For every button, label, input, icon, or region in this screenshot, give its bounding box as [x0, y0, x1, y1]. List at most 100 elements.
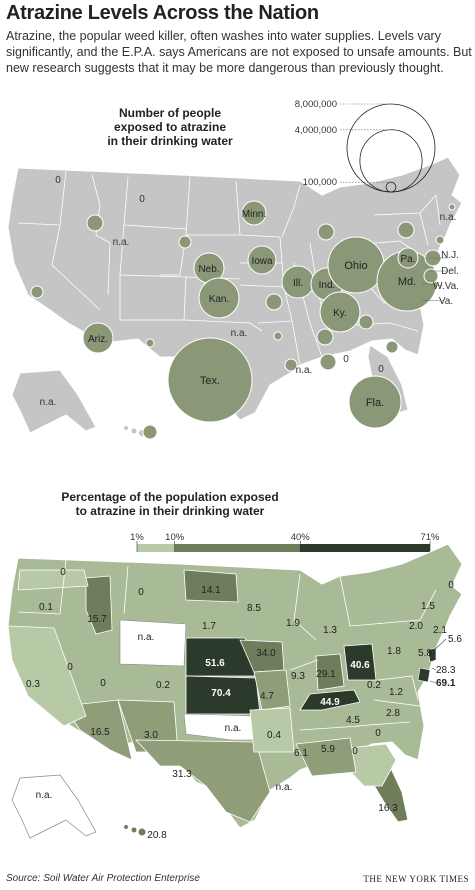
- percent-label: 20.8: [147, 830, 167, 841]
- percent-label: n.a.: [225, 723, 242, 734]
- bubble-label: Md.: [398, 276, 416, 288]
- percent-label: 0: [100, 678, 106, 689]
- percent-label: 2.0: [409, 621, 423, 632]
- state-label: Va.: [439, 296, 453, 307]
- bubble-tex: [167, 337, 253, 423]
- map1-title-line: exposed to atrazine: [113, 120, 227, 134]
- bubble-label: Tex.: [200, 375, 220, 387]
- percent-label: 29.1: [316, 669, 336, 680]
- state-label: 0: [55, 175, 61, 186]
- percent-label: 31.3: [172, 769, 192, 780]
- percent-label: 0.1: [39, 602, 53, 613]
- percent-label: 2.1: [433, 625, 447, 636]
- percent-label: 8.5: [247, 603, 261, 614]
- percent-label: 34.0: [256, 648, 276, 659]
- bubble-iowa: [247, 245, 277, 275]
- bubble-22: [284, 358, 298, 372]
- percent-label: 51.6: [205, 658, 225, 669]
- bubble-28: [423, 268, 439, 284]
- map1-title: Number of people exposed to atrazine in …: [70, 106, 270, 148]
- percent-label: 2.8: [386, 708, 400, 719]
- percent-label: 44.9: [320, 697, 340, 708]
- bubble-map: Minn. Iowa Neb. Kan. Ill. Ind. Ohio Ky. Md. Pa. Te…: [7, 99, 463, 440]
- bubble-pa: [397, 247, 419, 269]
- bubble-label: Minn.: [242, 209, 266, 220]
- bubble-ky: [319, 291, 361, 333]
- bubble-21: [273, 331, 283, 341]
- bubble-20: [319, 353, 337, 371]
- bubble-label: Fla.: [366, 397, 384, 409]
- map1-title-line: Number of people: [118, 106, 221, 120]
- callout-lines-2: [429, 638, 447, 684]
- scale-tick-label: 10%: [165, 532, 185, 543]
- bubble-13: [86, 214, 104, 232]
- bubble-label: Kan.: [209, 294, 230, 305]
- scale-segment: [300, 544, 430, 552]
- state-label: 0: [378, 364, 384, 375]
- percent-label: 70.4: [211, 688, 231, 699]
- legend-label: 4,000,000: [295, 125, 337, 136]
- bubble-18: [317, 223, 335, 241]
- bubble-minn: [241, 200, 267, 226]
- alaska-shape: [11, 369, 97, 434]
- bubble-kan: [198, 277, 240, 319]
- state-label: n.a.: [40, 397, 57, 408]
- percent-label: 1.9: [286, 618, 300, 629]
- bubble-label: Ky.: [333, 308, 347, 319]
- scale-segment: [174, 544, 301, 552]
- map1-title-line: in their drinking water: [107, 134, 233, 148]
- state-label: Del.: [441, 266, 459, 277]
- percent-label: n.a.: [276, 782, 293, 793]
- bubble-label: Iowa: [251, 256, 273, 267]
- percent-label: 0: [352, 746, 358, 757]
- percent-label: 3.0: [144, 730, 158, 741]
- bubble-29: [448, 203, 456, 211]
- percent-label: 0.4: [267, 730, 281, 741]
- percent-label: 1.3: [323, 625, 337, 636]
- percent-label: 5.6: [448, 634, 462, 645]
- bubble-label: Ohio: [344, 260, 367, 272]
- intro-text: Atrazine, the popular weed killer, often…: [6, 29, 472, 75]
- bubble-30: [142, 424, 158, 440]
- percent-label: 4.7: [260, 691, 274, 702]
- size-legend: 8,000,000 4,000,000 100,000: [295, 99, 436, 193]
- percent-label: 14.1: [201, 585, 221, 596]
- bubbles: Minn. Iowa Neb. Kan. Ill. Ind. Ohio Ky. Md. Pa. Te…: [30, 200, 456, 440]
- state-label: n.a.: [113, 237, 130, 248]
- state-label: n.a.: [296, 365, 313, 376]
- state-label: n.a.: [440, 212, 457, 223]
- map2-title: Percentage of the population exposed to …: [30, 490, 310, 518]
- percent-label: 1.5: [421, 601, 435, 612]
- bubble-23: [358, 314, 374, 330]
- page-title: Atrazine Levels Across the Nation: [6, 2, 319, 24]
- percent-label: 0.2: [156, 680, 170, 691]
- percent-label: 0.2: [367, 680, 381, 691]
- bubble-label: Ill.: [293, 278, 303, 289]
- percent-label: 16.3: [378, 803, 398, 814]
- bubble-16: [178, 235, 192, 249]
- percent-label: 15.7: [87, 614, 107, 625]
- state-label: 0: [139, 194, 145, 205]
- bubble-26: [435, 235, 445, 245]
- us-map-outline-2: [7, 543, 463, 829]
- state-label: 0: [343, 354, 349, 365]
- hawaii-shape: [124, 426, 145, 436]
- map2-title-line: to atrazine in their drinking water: [75, 504, 265, 518]
- percent-label: 1.2: [389, 687, 403, 698]
- credit-line: THE NEW YORK TIMES: [363, 874, 469, 884]
- bubble-label: Pa.: [400, 254, 415, 265]
- map2-title-line: Percentage of the population exposed: [61, 490, 279, 504]
- legend-circle: [385, 181, 397, 193]
- bubble-label: Ariz.: [88, 334, 108, 345]
- bubble-label: Ind.: [319, 280, 336, 291]
- percent-label: 0: [448, 580, 454, 591]
- bubble-25: [397, 221, 415, 239]
- percent-label: 5.8: [418, 648, 432, 659]
- scale-tick-label: 71%: [420, 532, 440, 543]
- percent-labels: 0 0.1 15.7 0 14.1 8.5 1.9 1.3 n.a. 1.7 51.6 34.0 0 0.…: [26, 567, 462, 841]
- percent-label: 6.1: [294, 748, 308, 759]
- hawaii-shape-2: [124, 825, 146, 836]
- percent-label: n.a.: [138, 632, 155, 643]
- percent-label: 4.5: [346, 715, 360, 726]
- percent-label: 28.3: [436, 665, 456, 676]
